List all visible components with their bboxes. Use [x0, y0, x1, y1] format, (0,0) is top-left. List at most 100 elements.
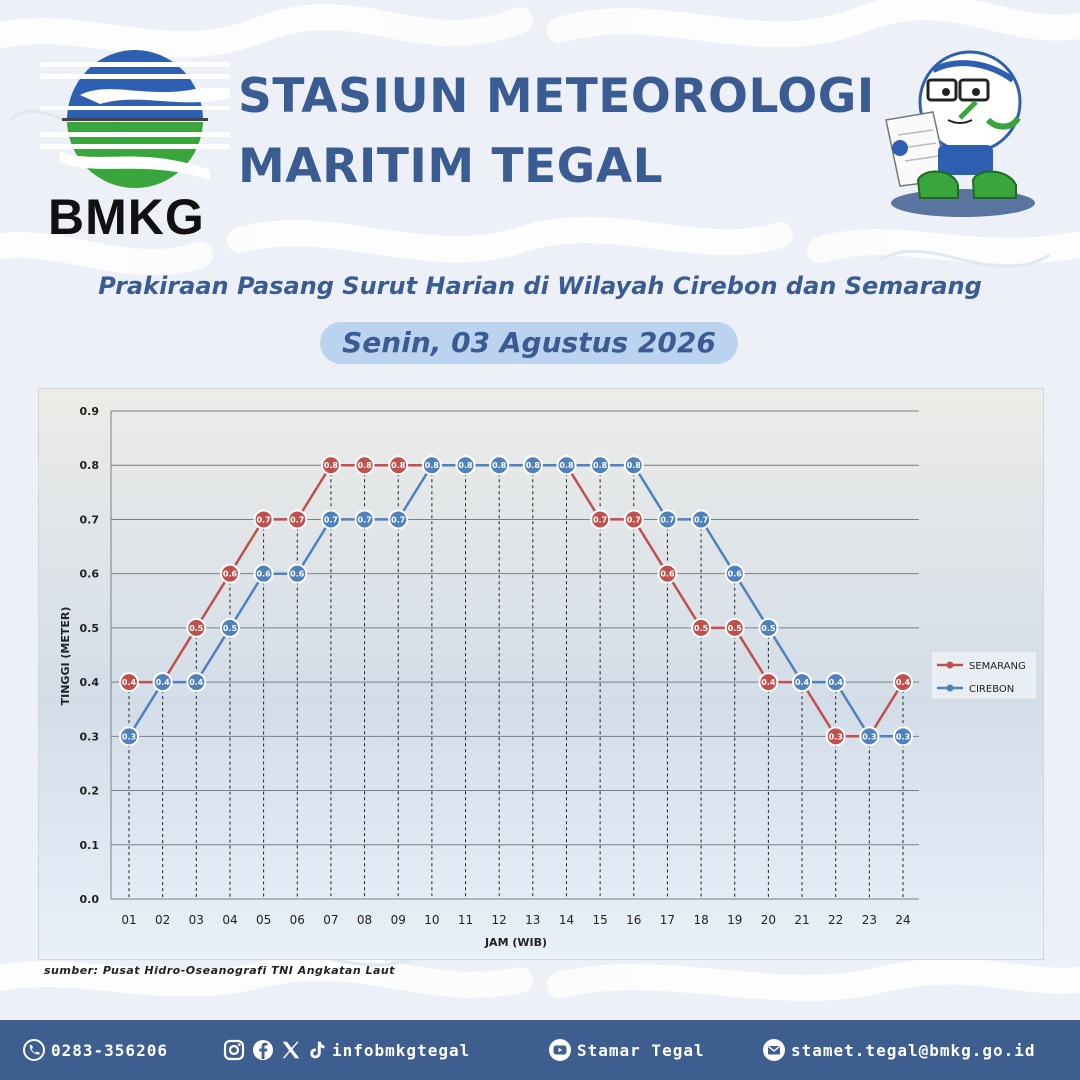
- grid-lines: [110, 410, 919, 900]
- x-tick-label: 19: [727, 913, 742, 927]
- data-label: 0.5: [728, 624, 743, 633]
- legend-label: SEMARANG: [969, 661, 1026, 672]
- data-label: 0.4: [156, 678, 171, 687]
- data-point: [287, 563, 308, 584]
- data-point: [691, 509, 712, 530]
- y-tick-label: 0.5: [80, 622, 100, 635]
- data-point: [119, 726, 139, 747]
- data-point: [219, 617, 240, 638]
- x-tick-label: 05: [256, 913, 271, 927]
- data-label: 0.5: [761, 624, 776, 633]
- y-tick-label: 0.6: [80, 568, 100, 581]
- y-tick-label: 0.3: [80, 730, 100, 743]
- data-label: 0.7: [391, 515, 405, 524]
- data-label: 0.7: [324, 515, 338, 524]
- station-title-line2: MARITIM TEGAL: [238, 139, 664, 194]
- data-point: [758, 672, 779, 693]
- chart-panel: 0.4 0.4 0.5 0.6 0.7 0.7 0.8 0.8 0.8 0.8 0.8 0.8 0.8 0…: [38, 388, 1044, 960]
- data-label: 0.8: [526, 461, 541, 470]
- data-point: [724, 563, 745, 584]
- series-line-cirebon: [127, 463, 903, 738]
- y-axis-label: TINGGI (METER): [59, 607, 72, 706]
- x-tick-label: 12: [492, 913, 507, 927]
- data-label: 0.8: [593, 461, 608, 470]
- email-icon: [763, 1039, 785, 1061]
- x-tick-label: 06: [290, 913, 305, 927]
- data-point: [152, 672, 173, 693]
- data-label: 0.6: [223, 570, 238, 579]
- data-point: [758, 617, 779, 638]
- x-tick-label: 04: [222, 913, 237, 927]
- data-label: 0.4: [122, 678, 137, 687]
- series-line-semarang: [129, 463, 905, 738]
- data-point: [724, 617, 745, 638]
- data-label: 0.8: [357, 461, 372, 470]
- data-point: [590, 455, 611, 476]
- y-tick-label: 0.2: [80, 785, 100, 798]
- x-tick-label: 07: [323, 913, 338, 927]
- footer-phone-text: 0283-356206: [51, 1040, 168, 1060]
- x-tick-label: 09: [391, 913, 406, 927]
- data-point: [825, 672, 846, 693]
- footer-email-text: stamet.tegal@bmkg.go.id: [791, 1040, 1036, 1060]
- x-tick-label: 18: [693, 913, 708, 927]
- footer-email[interactable]: stamet.tegal@bmkg.go.id: [762, 1020, 1036, 1080]
- footer-phone[interactable]: 0283-356206: [22, 1020, 168, 1080]
- data-label: 0.7: [290, 515, 304, 524]
- footer-bar: 0283-356206 infobmkgtegal Stamar Tegal: [0, 1020, 1080, 1080]
- legend-label: CIREBON: [969, 684, 1014, 695]
- x-tick-label: 01: [121, 913, 136, 927]
- y-tick-label: 0.8: [80, 459, 100, 472]
- data-label: 0.7: [593, 515, 607, 524]
- data-point: [253, 509, 274, 530]
- data-label: 0.8: [425, 461, 440, 470]
- footer-social[interactable]: infobmkgtegal: [222, 1020, 470, 1080]
- data-point: [219, 563, 240, 584]
- y-tick-label: 0.9: [80, 405, 100, 418]
- data-label: 0.8: [492, 461, 507, 470]
- data-label: 0.7: [627, 515, 641, 524]
- x-tick-label: 24: [895, 913, 910, 927]
- data-label: 0.8: [627, 461, 642, 470]
- y-tick-labels: 0.0 0.1 0.2 0.3 0.4 0.5 0.6 0.7 0.8 0.9: [80, 405, 100, 906]
- data-point: [421, 455, 442, 476]
- x-tick-label: 20: [761, 913, 776, 927]
- data-label: 0.6: [660, 570, 675, 579]
- x-twitter-icon: [282, 1041, 300, 1059]
- data-label: 0.7: [660, 515, 674, 524]
- data-label: 0.3: [829, 732, 843, 741]
- data-point: [657, 509, 678, 530]
- data-label: 0.6: [290, 570, 305, 579]
- data-label: 0.4: [761, 678, 776, 687]
- data-point: [489, 455, 510, 476]
- data-point: [119, 672, 139, 693]
- chart-subtitle: Prakiraan Pasang Surut Harian di Wilayah…: [98, 272, 982, 300]
- station-title-line1: STASIUN METEOROLOGI: [238, 69, 875, 124]
- data-label: 0.5: [189, 624, 204, 633]
- phone-icon: [23, 1039, 45, 1061]
- data-label: 0.7: [257, 515, 271, 524]
- x-tick-label: 11: [458, 913, 473, 927]
- legend-marker: [946, 684, 954, 692]
- x-tick-label: 08: [357, 913, 372, 927]
- data-source-note: sumber: Pusat Hidro-Oseanografi TNI Angk…: [44, 964, 396, 977]
- bmkg-logo-text: BMKG: [48, 189, 205, 245]
- y-tick-label: 0.7: [80, 513, 100, 526]
- footer-youtube[interactable]: Stamar Tegal: [548, 1020, 705, 1080]
- data-point: [320, 509, 341, 530]
- x-tick-label: 10: [424, 913, 439, 927]
- data-label: 0.3: [896, 732, 910, 741]
- data-label: 0.8: [324, 461, 339, 470]
- data-label: 0.3: [122, 732, 136, 741]
- legend-marker: [946, 661, 954, 669]
- x-tick-label: 14: [559, 913, 574, 927]
- data-point: [388, 455, 409, 476]
- x-tick-label: 21: [794, 913, 809, 927]
- x-tick-label: 22: [828, 913, 843, 927]
- drop-lines: [128, 473, 904, 899]
- data-point: [455, 455, 476, 476]
- data-label: 0.7: [694, 515, 708, 524]
- tiktok-icon: [310, 1041, 325, 1059]
- data-point: [893, 726, 913, 747]
- data-point: [354, 455, 375, 476]
